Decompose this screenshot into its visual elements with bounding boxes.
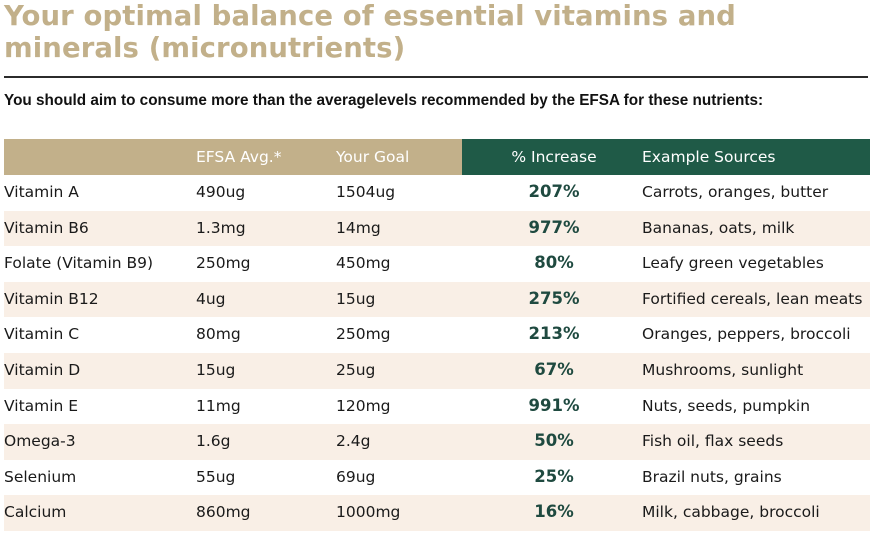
cell-example-sources: Fish oil, flax seeds — [642, 432, 784, 451]
cell-nutrient: Calcium — [4, 503, 67, 522]
cell-nutrient: Selenium — [4, 467, 77, 486]
cell-example-sources: Bananas, oats, milk — [642, 218, 795, 237]
cell-efsa-avg: 4ug — [196, 289, 226, 308]
cell-nutrient: Vitamin D — [4, 360, 81, 379]
cell-percent-increase: 991% — [528, 395, 580, 415]
table-row: Selenium 55ug 69ug 25% Brazil nuts, grai… — [4, 460, 870, 496]
cell-your-goal: 1504ug — [336, 183, 396, 201]
cell-nutrient: Vitamin A — [4, 183, 79, 201]
cell-percent-increase: 80% — [534, 253, 574, 273]
cell-example-sources: Oranges, peppers, broccoli — [642, 325, 851, 344]
cell-efsa-avg: 80mg — [196, 325, 241, 344]
cell-efsa-avg: 1.3mg — [196, 218, 246, 237]
cell-percent-increase: 207% — [528, 182, 580, 201]
cell-your-goal: 120mg — [336, 396, 391, 415]
cell-your-goal: 1000mg — [336, 503, 401, 522]
cell-efsa-avg: 490ug — [196, 183, 246, 201]
cell-percent-increase: 25% — [534, 466, 574, 486]
cell-your-goal: 250mg — [336, 325, 391, 344]
cell-example-sources: Milk, cabbage, broccoli — [642, 503, 820, 522]
table-row: Vitamin E 11mg 120mg 991% Nuts, seeds, p… — [4, 389, 870, 425]
table-row: Vitamin C 80mg 250mg 213% Oranges, peppe… — [4, 317, 870, 353]
header-efsa-avg: EFSA Avg.* — [196, 148, 282, 166]
table-row: Vitamin A 490ug 1504ug 207% Carrots, ora… — [4, 175, 870, 211]
cell-example-sources: Leafy green vegetables — [642, 254, 824, 273]
page-title: Your optimal balance of essential vitami… — [4, 0, 736, 64]
cell-example-sources: Brazil nuts, grains — [642, 467, 782, 486]
header-percent-increase: % Increase — [511, 148, 597, 166]
cell-nutrient: Omega-3 — [4, 432, 76, 451]
cell-your-goal: 2.4g — [336, 432, 371, 451]
cell-efsa-avg: 15ug — [196, 360, 236, 379]
cell-your-goal: 69ug — [336, 467, 376, 486]
cell-example-sources: Fortified cereals, lean meats — [642, 289, 863, 308]
cell-your-goal: 450mg — [336, 254, 391, 273]
header-your-goal: Your Goal — [336, 148, 410, 166]
table-row: Calcium 860mg 1000mg 16% Milk, cabbage, … — [4, 495, 870, 531]
table-row: Omega-3 1.6g 2.4g 50% Fish oil, flax see… — [4, 424, 870, 460]
cell-nutrient: Vitamin B12 — [4, 289, 99, 308]
cell-example-sources: Mushrooms, sunlight — [642, 360, 804, 379]
cell-percent-increase: 213% — [528, 324, 580, 344]
cell-efsa-avg: 860mg — [196, 503, 251, 522]
header-band-left — [4, 139, 462, 175]
cell-efsa-avg: 11mg — [196, 396, 241, 415]
cell-example-sources: Carrots, oranges, butter — [642, 183, 829, 201]
cell-efsa-avg: 55ug — [196, 467, 236, 486]
cell-nutrient: Folate (Vitamin B9) — [4, 254, 154, 273]
cell-percent-increase: 275% — [528, 288, 580, 308]
nutrient-table: EFSA Avg.* Your Goal % Increase Example … — [4, 139, 870, 531]
table-header: EFSA Avg.* Your Goal % Increase Example … — [4, 139, 870, 175]
table-row: Vitamin B6 1.3mg 14mg 977% Bananas, oats… — [4, 210, 870, 247]
cell-efsa-avg: 1.6g — [196, 432, 231, 451]
header-band-right — [462, 139, 870, 175]
cell-percent-increase: 67% — [534, 359, 574, 379]
cell-your-goal: 15ug — [336, 289, 376, 308]
cell-percent-increase: 50% — [534, 431, 574, 451]
header-example-sources: Example Sources — [642, 148, 776, 166]
table-row: Vitamin D 15ug 25ug 67% Mushrooms, sunli… — [4, 352, 870, 389]
title-divider — [4, 76, 868, 78]
cell-your-goal: 25ug — [336, 360, 376, 379]
table-row: Vitamin B12 4ug 15ug 275% Fortified cere… — [4, 281, 870, 318]
cell-nutrient: Vitamin B6 — [4, 218, 89, 237]
page-subtitle: You should aim to consume more than the … — [4, 92, 764, 109]
cell-percent-increase: 16% — [534, 502, 574, 522]
cell-nutrient: Vitamin E — [4, 396, 79, 415]
cell-efsa-avg: 250mg — [196, 254, 251, 273]
cell-your-goal: 14mg — [336, 218, 381, 237]
cell-nutrient: Vitamin C — [4, 325, 80, 344]
cell-percent-increase: 977% — [528, 217, 580, 237]
table-row: Folate (Vitamin B9) 250mg 450mg 80% Leaf… — [4, 246, 870, 282]
cell-example-sources: Nuts, seeds, pumpkin — [642, 396, 811, 415]
